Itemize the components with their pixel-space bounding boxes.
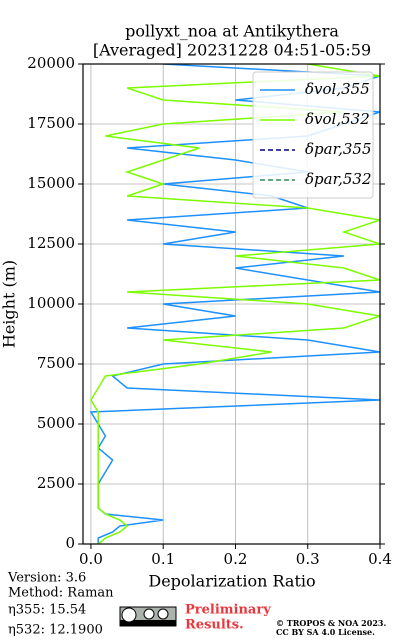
- y-tick-label: 5000: [37, 414, 75, 432]
- notice: Preliminary: [185, 603, 271, 618]
- x-tick-label: 0.1: [151, 550, 175, 568]
- y-tick-label: 7500: [37, 354, 75, 372]
- y-tick-label: 10000: [27, 294, 75, 312]
- copyright: © TROPOS & NOA 2023.: [276, 618, 386, 628]
- legend-label: δpar,355: [305, 140, 372, 158]
- cc-logo: [119, 606, 177, 627]
- legend-label: δvol,532: [305, 110, 370, 128]
- y-tick-label: 0: [65, 534, 75, 552]
- y-tick-label: 17500: [27, 114, 75, 132]
- legend-box: [252, 71, 374, 199]
- y-tick-label: 12500: [27, 234, 75, 252]
- method: Method: Raman: [8, 586, 114, 601]
- y-axis-label: Height (m): [0, 260, 19, 348]
- plot-frame: [82, 63, 381, 545]
- eta355: η355: 15.54: [8, 603, 86, 618]
- legend-label: δvol,355: [305, 80, 370, 98]
- chart-subtitle: [Averaged] 20231228 04:51-05:59: [93, 41, 371, 60]
- x-tick-label: 0.4: [368, 550, 392, 568]
- y-tick-label: 15000: [27, 174, 75, 192]
- eta532: η532: 12.1900: [8, 623, 103, 638]
- y-tick-label: 2500: [37, 474, 75, 492]
- notice: Results.: [185, 618, 244, 633]
- x-tick-label: 0.0: [79, 550, 103, 568]
- chart-title: pollyxt_noa at Antikythera: [125, 22, 339, 41]
- version: Version: 3.6: [7, 571, 86, 586]
- plot-lines: [89, 64, 380, 544]
- x-tick-label: 0.2: [224, 550, 248, 568]
- y-tick-label: 20000: [27, 54, 75, 72]
- copyright: CC BY SA 4.0 License.: [276, 627, 375, 637]
- x-axis-label: Depolarization Ratio: [148, 572, 315, 591]
- legend: δvol,355 δvol,532 δpar,355 δpar,532: [252, 71, 374, 199]
- legend-label: δpar,532: [305, 170, 372, 188]
- profile-line: [90, 64, 380, 544]
- x-tick-label: 0.3: [296, 550, 320, 568]
